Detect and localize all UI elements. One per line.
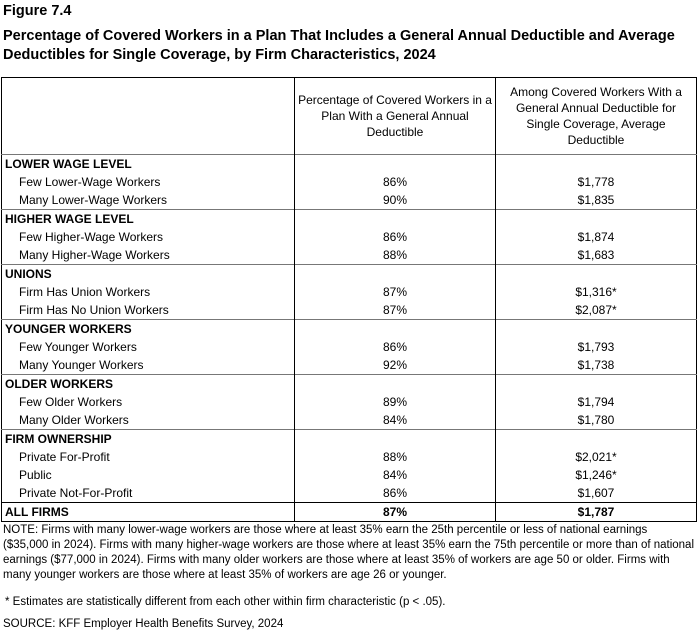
group-row: YOUNGER WORKERS — [1, 319, 697, 338]
value-cell: $1,793 — [495, 338, 697, 356]
row-label: Firm Has Union Workers — [19, 285, 151, 299]
cell — [294, 319, 496, 338]
data-row: Few Older Workers 89% $1,794 — [2, 393, 697, 411]
value-cell: 86% — [294, 173, 496, 191]
value-cell: 86% — [294, 484, 496, 503]
value-cell: $1,787 — [495, 502, 697, 522]
value-cell: 86% — [294, 228, 496, 246]
group-label: LOWER WAGE LEVEL — [1, 154, 295, 173]
group-label: FIRM OWNERSHIP — [1, 429, 295, 448]
value-cell: $1,607 — [495, 484, 697, 503]
group-label: YOUNGER WORKERS — [1, 319, 295, 338]
cell — [495, 374, 697, 393]
value-cell: 92% — [294, 356, 496, 375]
title: Percentage of Covered Workers in a Plan … — [3, 28, 675, 63]
value-cell: 87% — [294, 283, 496, 301]
value-cell: 84% — [294, 466, 496, 484]
value-cell: $1,683 — [495, 246, 697, 265]
group-label: OLDER WORKERS — [1, 374, 295, 393]
cell — [294, 429, 496, 448]
total-row: ALL FIRMS 87% $1,787 — [1, 502, 697, 522]
group-row: OLDER WORKERS — [1, 374, 697, 393]
value-cell: $1,778 — [495, 173, 697, 191]
data-row: Firm Has No Union Workers 87% $2,087* — [2, 301, 697, 320]
cell — [294, 209, 496, 228]
group-row: UNIONS — [1, 264, 697, 283]
figure-label: Figure 7.4 — [3, 3, 72, 19]
data-row: Firm Has Union Workers 87% $1,316* — [2, 283, 697, 301]
value-cell: 86% — [294, 338, 496, 356]
row-label: Few Higher-Wage Workers — [19, 230, 164, 244]
value-cell: 89% — [294, 393, 496, 411]
data-row: Many Younger Workers 92% $1,738 — [2, 356, 697, 375]
header-cell: Among Covered Workers With a General Ann… — [495, 77, 697, 155]
row-label: ALL FIRMS — [1, 502, 295, 522]
cell — [495, 429, 697, 448]
row-label: Many Lower-Wage Workers — [19, 193, 168, 207]
cell — [495, 209, 697, 228]
cell — [495, 319, 697, 338]
group-label: UNIONS — [1, 264, 295, 283]
data-row: Many Older Workers 84% $1,780 — [2, 411, 697, 430]
data-row: Many Higher-Wage Workers 88% $1,683 — [2, 246, 697, 265]
header-cell — [2, 78, 295, 155]
asterisk-note: * Estimates are statistically different … — [5, 596, 446, 608]
value-cell: $1,316* — [495, 283, 697, 301]
data-row: Private For-Profit 88% $2,021* — [2, 448, 697, 466]
row-label: Few Younger Workers — [19, 340, 137, 354]
value-cell: 90% — [294, 191, 496, 210]
row-label: Firm Has No Union Workers — [19, 303, 169, 317]
group-row: LOWER WAGE LEVEL — [1, 154, 697, 173]
table: Percentage of Covered Workers in a Plan … — [1, 77, 697, 522]
value-cell: 87% — [294, 301, 496, 320]
data-row: Few Higher-Wage Workers 86% $1,874 — [2, 228, 697, 246]
row-label: Many Higher-Wage Workers — [19, 248, 170, 262]
row-label: Many Younger Workers — [19, 358, 144, 372]
row-label: Few Older Workers — [19, 395, 123, 409]
row-label: Private Not-For-Profit — [19, 486, 133, 500]
data-row: Few Younger Workers 86% $1,793 — [2, 338, 697, 356]
value-cell: 88% — [294, 246, 496, 265]
data-row: Public 84% $1,246* — [2, 466, 697, 484]
data-row: Few Lower-Wage Workers 86% $1,778 — [2, 173, 697, 191]
cell — [495, 264, 697, 283]
value-cell: $1,794 — [495, 393, 697, 411]
cell — [294, 264, 496, 283]
value-cell: 88% — [294, 448, 496, 466]
value-cell: $2,087* — [495, 301, 697, 320]
cell — [495, 154, 697, 173]
value-cell: 87% — [294, 502, 496, 522]
row-label: Few Lower-Wage Workers — [19, 175, 161, 189]
value-cell: $1,246* — [495, 466, 697, 484]
header-row: Percentage of Covered Workers in a Plan … — [2, 77, 697, 155]
group-label: HIGHER WAGE LEVEL — [1, 209, 295, 228]
row-label: Public — [19, 468, 52, 482]
source: SOURCE: KFF Employer Health Benefits Sur… — [3, 618, 284, 630]
note: NOTE: Firms with many lower-wage workers… — [3, 524, 695, 581]
header-cell: Percentage of Covered Workers in a Plan … — [294, 77, 496, 155]
data-row: Many Lower-Wage Workers 90% $1,835 — [2, 191, 697, 210]
group-row: HIGHER WAGE LEVEL — [1, 209, 697, 228]
value-cell: $1,780 — [495, 411, 697, 430]
row-label: Private For-Profit — [19, 450, 110, 464]
value-cell: $1,874 — [495, 228, 697, 246]
row-label: Many Older Workers — [19, 413, 129, 427]
value-cell: 84% — [294, 411, 496, 430]
value-cell: $1,835 — [495, 191, 697, 210]
data-row: Private Not-For-Profit 86% $1,607 — [2, 484, 697, 503]
group-row: FIRM OWNERSHIP — [1, 429, 697, 448]
value-cell: $1,738 — [495, 356, 697, 375]
value-cell: $2,021* — [495, 448, 697, 466]
cell — [294, 154, 496, 173]
cell — [294, 374, 496, 393]
